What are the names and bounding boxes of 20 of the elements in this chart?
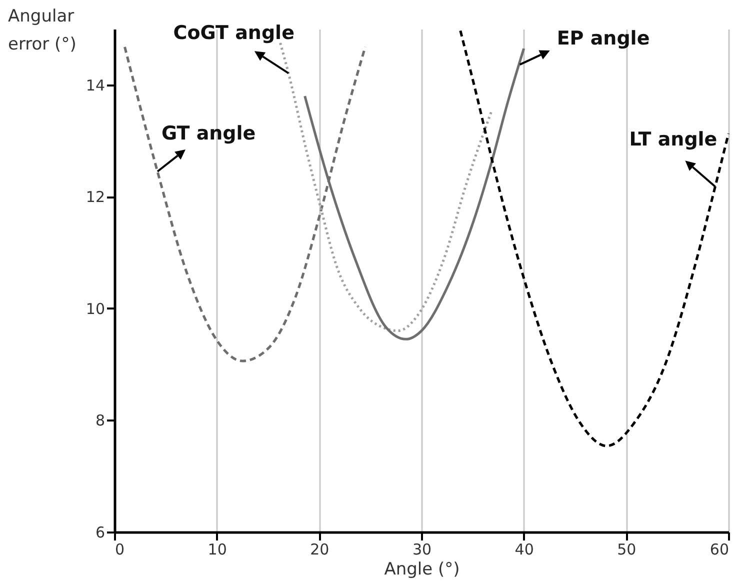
series-label: CoGT angle	[173, 22, 294, 44]
x-tick-label: 60	[710, 540, 729, 558]
x-tick-label: 40	[514, 540, 534, 558]
series-label: LT angle	[629, 128, 718, 151]
x-tick-label: 10	[208, 540, 227, 558]
x-tick-label: 50	[617, 540, 636, 558]
y-tick-label: 8	[95, 412, 105, 430]
series-label: GT angle	[161, 122, 256, 145]
y-tick-label: 14	[86, 76, 105, 94]
x-tick-label: 30	[412, 540, 432, 558]
y-tick-label: 6	[95, 524, 105, 542]
y-axis-title: Angular error (°)	[8, 6, 76, 54]
y-tick-label: 12	[86, 188, 105, 206]
y-tick-label: 10	[86, 300, 105, 318]
series-label: EP angle	[556, 28, 650, 50]
x-tick-label: 0	[115, 540, 125, 558]
line-series	[279, 42, 494, 332]
x-axis-title: Angle (°)	[384, 560, 460, 580]
x-tick-label: 20	[310, 540, 330, 558]
line-series	[459, 29, 730, 448]
